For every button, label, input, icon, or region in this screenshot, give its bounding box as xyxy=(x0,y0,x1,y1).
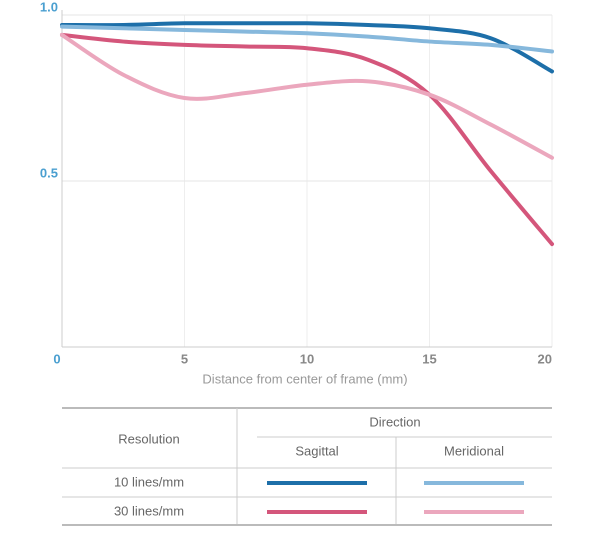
series-line xyxy=(60,32,554,247)
column-group: Direction xyxy=(369,414,420,429)
series-line xyxy=(60,21,554,74)
series-line xyxy=(60,32,554,160)
x-tick-label: 10 xyxy=(300,351,314,366)
column-header: Sagittal xyxy=(295,443,338,458)
x-axis-label: Distance from center of frame (mm) xyxy=(202,371,407,386)
column-header: Meridional xyxy=(444,443,504,458)
row-label: 30 lines/mm xyxy=(114,503,184,518)
x-tick-label: 20 xyxy=(538,351,552,366)
row-label: 10 lines/mm xyxy=(114,474,184,489)
series-line xyxy=(60,24,554,54)
y-tick-label: 1.0 xyxy=(40,0,58,14)
y-tick-label: 0.5 xyxy=(40,165,58,180)
x-tick-label: 5 xyxy=(181,351,188,366)
x-tick-label: 15 xyxy=(422,351,436,366)
legend-table xyxy=(62,407,552,526)
x-tick-label: 0 xyxy=(53,351,60,366)
row-header: Resolution xyxy=(118,431,179,446)
